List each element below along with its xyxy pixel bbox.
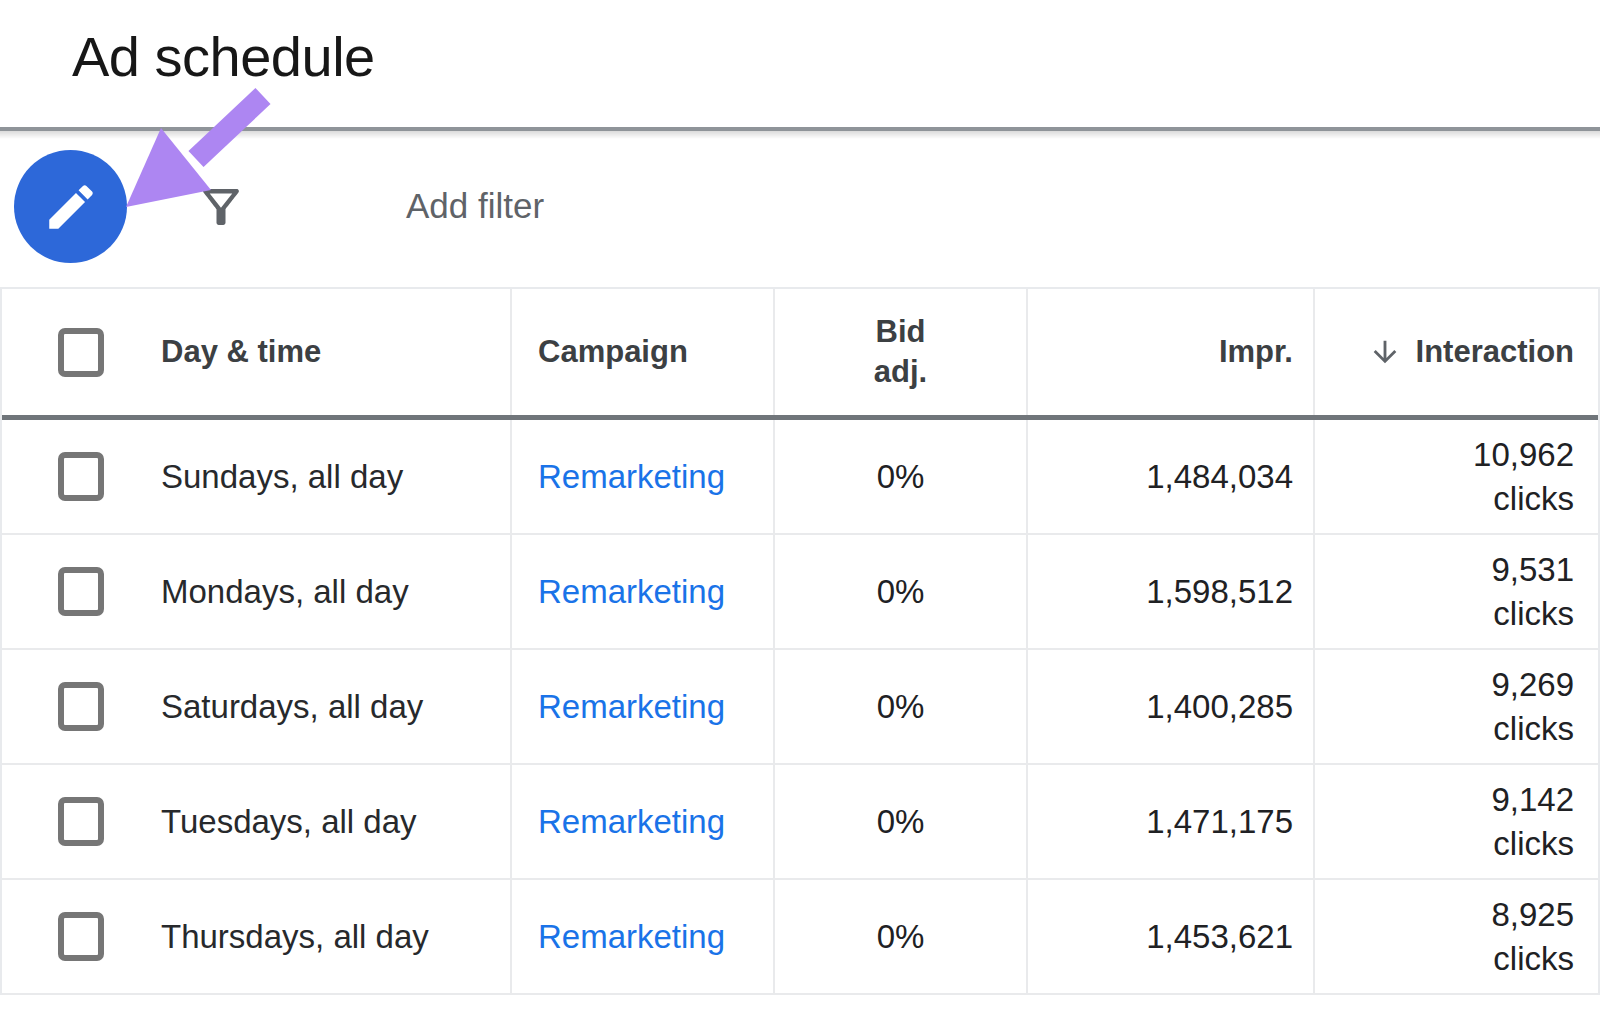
- bid-adj-cell: 0%: [877, 803, 925, 841]
- row-checkbox[interactable]: [58, 682, 104, 731]
- table-row: Tuesdays, all day Remarketing 0% 1,471,1…: [2, 765, 1598, 880]
- column-header-impr[interactable]: Impr.: [1219, 334, 1293, 370]
- impressions-cell: 1,400,285: [1146, 688, 1293, 726]
- table-row: Sundays, all day Remarketing 0% 1,484,03…: [2, 420, 1598, 535]
- header-divider: [0, 127, 1600, 131]
- impressions-cell: 1,453,621: [1146, 918, 1293, 956]
- row-checkbox[interactable]: [58, 452, 104, 501]
- column-header-bid-adj[interactable]: Bid adj.: [866, 312, 936, 392]
- impressions-cell: 1,598,512: [1146, 573, 1293, 611]
- interaction-unit: clicks: [1493, 937, 1574, 981]
- edit-button[interactable]: [14, 150, 127, 263]
- bid-adj-cell: 0%: [877, 573, 925, 611]
- day-time-cell: Saturdays, all day: [161, 688, 423, 726]
- interaction-cell: 10,962 clicks: [1473, 433, 1574, 521]
- campaign-link[interactable]: Remarketing: [538, 803, 725, 841]
- day-time-cell: Thursdays, all day: [161, 918, 429, 956]
- row-checkbox[interactable]: [58, 797, 104, 846]
- select-all-checkbox[interactable]: [58, 328, 104, 377]
- column-header-day-time[interactable]: Day & time: [161, 334, 321, 370]
- interaction-cell: 9,531 clicks: [1491, 548, 1574, 636]
- column-header-campaign[interactable]: Campaign: [538, 334, 688, 370]
- interaction-value: 9,531: [1491, 548, 1574, 592]
- campaign-link[interactable]: Remarketing: [538, 918, 725, 956]
- interaction-cell: 9,269 clicks: [1491, 663, 1574, 751]
- table-header-row: Day & time Campaign Bid adj. Impr. Inter…: [2, 289, 1598, 420]
- day-time-cell: Sundays, all day: [161, 458, 403, 496]
- add-filter-button[interactable]: Add filter: [406, 186, 544, 226]
- interaction-value: 10,962: [1473, 433, 1574, 477]
- interaction-unit: clicks: [1493, 707, 1574, 751]
- campaign-link[interactable]: Remarketing: [538, 458, 725, 496]
- column-header-interaction[interactable]: Interaction: [1416, 334, 1574, 370]
- interaction-value: 9,142: [1491, 778, 1574, 822]
- bid-adj-cell: 0%: [877, 918, 925, 956]
- day-time-cell: Tuesdays, all day: [161, 803, 417, 841]
- pencil-icon: [42, 178, 100, 236]
- interaction-cell: 8,925 clicks: [1491, 893, 1574, 981]
- bid-adj-cell: 0%: [877, 458, 925, 496]
- impressions-cell: 1,484,034: [1146, 458, 1293, 496]
- interaction-unit: clicks: [1493, 477, 1574, 521]
- interaction-unit: clicks: [1493, 822, 1574, 866]
- interaction-unit: clicks: [1493, 592, 1574, 636]
- table-row: Thursdays, all day Remarketing 0% 1,453,…: [2, 880, 1598, 995]
- filter-button[interactable]: [192, 178, 250, 236]
- interaction-cell: 9,142 clicks: [1491, 778, 1574, 866]
- campaign-link[interactable]: Remarketing: [538, 573, 725, 611]
- ad-schedule-table: Day & time Campaign Bid adj. Impr. Inter…: [0, 287, 1600, 995]
- row-checkbox[interactable]: [58, 912, 104, 961]
- day-time-cell: Mondays, all day: [161, 573, 409, 611]
- table-row: Mondays, all day Remarketing 0% 1,598,51…: [2, 535, 1598, 650]
- interaction-value: 8,925: [1491, 893, 1574, 937]
- sort-descending-icon[interactable]: [1368, 335, 1402, 369]
- row-checkbox[interactable]: [58, 567, 104, 616]
- campaign-link[interactable]: Remarketing: [538, 688, 725, 726]
- funnel-icon: [194, 180, 248, 234]
- bid-adj-cell: 0%: [877, 688, 925, 726]
- page-title: Ad schedule: [72, 24, 375, 89]
- interaction-value: 9,269: [1491, 663, 1574, 707]
- impressions-cell: 1,471,175: [1146, 803, 1293, 841]
- table-row: Saturdays, all day Remarketing 0% 1,400,…: [2, 650, 1598, 765]
